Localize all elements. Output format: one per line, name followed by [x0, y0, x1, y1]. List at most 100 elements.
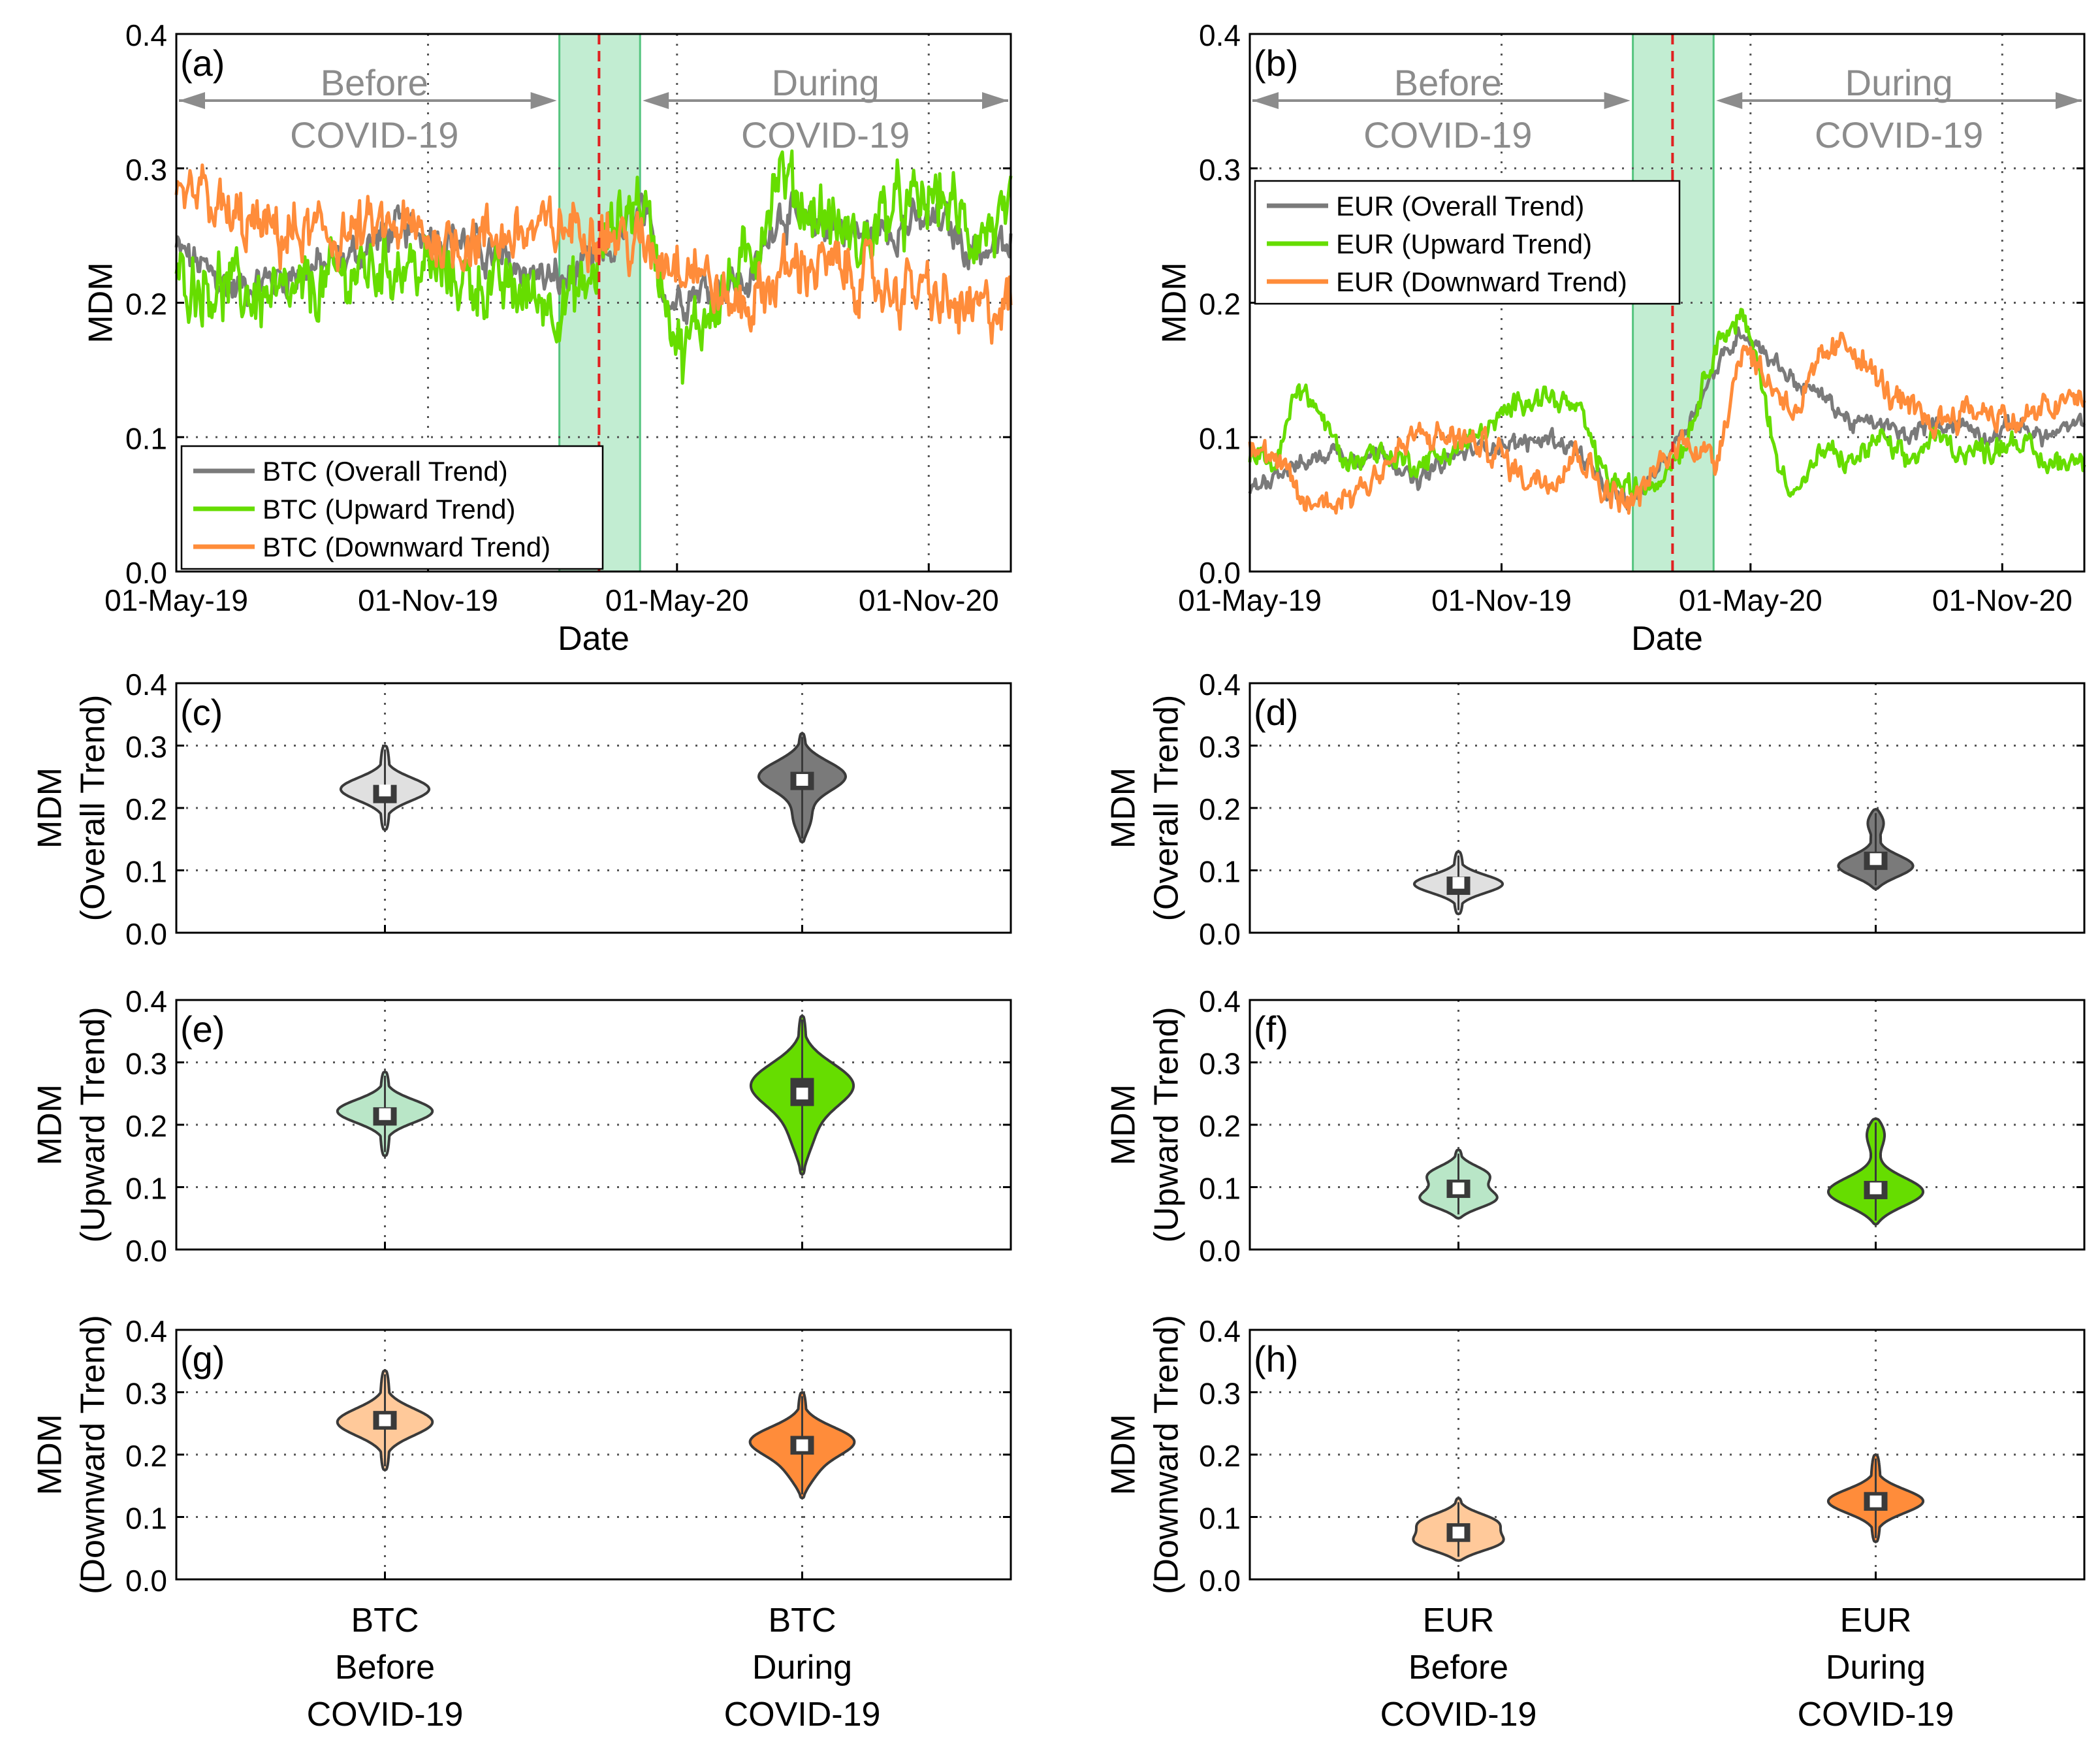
panel-b-ytick-label: 0.0	[1199, 556, 1241, 590]
panel-e-ytick-label: 0.4	[125, 984, 167, 1018]
panel-label: (b)	[1254, 42, 1298, 84]
category-line-1: BTC	[769, 1602, 836, 1639]
y-axis-label-2: (Overall Trend)	[1148, 695, 1186, 922]
y-axis-label-2: (Upward Trend)	[1148, 1007, 1186, 1242]
panel-c-ytick-label: 0.1	[125, 855, 167, 889]
during-arrow-head-left	[643, 92, 669, 109]
y-axis-label-2: (Downward Trend)	[1148, 1315, 1186, 1594]
plot-frame	[1249, 33, 2086, 573]
violin-median-before	[379, 784, 391, 797]
legend-label-overall: EUR (Overall Trend)	[1336, 191, 1584, 221]
panel-a-ytick-label: 0.0	[125, 556, 167, 590]
y-axis-label: MDM	[82, 262, 120, 343]
panel-f-ytick-label: 0.1	[1199, 1172, 1241, 1206]
panel-label: (e)	[180, 1008, 225, 1050]
panel-h: 0.0 0.1 0.2 0.3 0.4 (h) MDM (Downward Trend)	[1105, 1314, 2086, 1598]
panel-d-ytick-label: 0.4	[1199, 668, 1241, 702]
plot-frame	[175, 682, 1012, 934]
category-line-3: COVID-19	[1798, 1696, 1954, 1734]
violin-median-before	[1452, 877, 1465, 889]
y-axis-label-1: MDM	[1105, 1414, 1143, 1495]
category-label-right-0: EUR Before COVID-19	[1380, 1602, 1537, 1734]
category-line-2: During	[1826, 1649, 1926, 1686]
y-axis-label-2: (Upward Trend)	[74, 1007, 112, 1242]
panel-b: 0.0 0.1 0.2 0.3 0.4 01-May-19 01-Nov-19 01-May-…	[1156, 18, 2086, 658]
panel-label: (d)	[1254, 692, 1298, 733]
panel-d-ytick-label: 0.2	[1199, 792, 1241, 826]
plot-frame	[175, 999, 1012, 1251]
xtick-label: 01-Nov-19	[1431, 583, 1572, 617]
plot-frame	[1249, 999, 2086, 1251]
during-label-2: COVID-19	[1815, 114, 1983, 155]
violin-median-before	[379, 1108, 391, 1120]
category-line-1: EUR	[1840, 1602, 1912, 1639]
panel-g-ytick-label: 0.4	[125, 1314, 167, 1348]
legend-label-downward: EUR (Downward Trend)	[1336, 266, 1627, 297]
category-line-1: EUR	[1423, 1602, 1495, 1639]
category-line-1: BTC	[351, 1602, 419, 1639]
panel-f-ytick-label: 0.0	[1199, 1234, 1241, 1268]
series-line-downward	[174, 163, 1013, 345]
category-label-left-1: BTC During COVID-19	[724, 1602, 881, 1734]
plot-frame	[1249, 682, 2086, 934]
panel-h-ytick-label: 0.3	[1199, 1377, 1241, 1411]
panel-e-ytick-label: 0.0	[125, 1234, 167, 1268]
panel-g: 0.0 0.1 0.2 0.3 0.4 (g) MDM (Downward Trend)	[31, 1314, 1012, 1598]
before-label-1: Before	[321, 62, 428, 103]
violin-median-during	[796, 1088, 808, 1100]
before-label-2: COVID-19	[1363, 114, 1532, 155]
legend-label-upward: EUR (Upward Trend)	[1336, 229, 1592, 259]
violin-median-during	[1869, 853, 1882, 865]
panel-c: 0.0 0.1 0.2 0.3 0.4 (c) MDM (Overall Trend)	[31, 668, 1012, 951]
panel-a-ytick-label: 0.2	[125, 287, 167, 321]
panel-f-ytick-label: 0.4	[1199, 984, 1241, 1018]
category-line-3: COVID-19	[724, 1696, 881, 1734]
xtick-label: 01-May-19	[104, 583, 248, 617]
category-line-2: During	[752, 1649, 852, 1686]
x-axis-label: Date	[1631, 620, 1703, 658]
x-axis-label: Date	[558, 620, 629, 658]
plot-frame	[175, 33, 1012, 573]
legend-label-overall: BTC (Overall Trend)	[262, 456, 508, 487]
during-label-1: During	[772, 62, 880, 103]
violin-median-during	[1869, 1182, 1882, 1195]
panel-b-ytick-label: 0.1	[1199, 421, 1241, 455]
panel-f-ytick-label: 0.3	[1199, 1047, 1241, 1081]
before-label-2: COVID-19	[290, 114, 458, 155]
category-line-3: COVID-19	[1380, 1696, 1537, 1734]
panel-a-ytick-label: 0.1	[125, 421, 167, 455]
violin-median-before	[1452, 1526, 1465, 1539]
panel-d-ytick-label: 0.1	[1199, 855, 1241, 889]
panel-f-ytick-label: 0.2	[1199, 1109, 1241, 1143]
violin-median-during	[796, 774, 808, 786]
panel-d-ytick-label: 0.0	[1199, 917, 1241, 951]
legend-label-downward: BTC (Downward Trend)	[262, 532, 550, 562]
y-axis-label: MDM	[1156, 262, 1194, 343]
during-arrow-head-right	[982, 92, 1008, 109]
category-line-2: Before	[1408, 1649, 1508, 1686]
legend-label-upward: BTC (Upward Trend)	[262, 494, 515, 524]
panel-d: 0.0 0.1 0.2 0.3 0.4 (d) MDM (Overall Trend)	[1105, 668, 2086, 951]
category-line-2: Before	[335, 1649, 435, 1686]
y-axis-label-2: (Downward Trend)	[74, 1315, 112, 1594]
panel-h-ytick-label: 0.2	[1199, 1439, 1241, 1473]
panel-a-ytick-label: 0.3	[125, 153, 167, 187]
during-label-1: During	[1845, 62, 1953, 103]
xtick-label: 01-Nov-19	[358, 583, 498, 617]
panel-c-ytick-label: 0.3	[125, 730, 167, 764]
before-arrow-head-right	[530, 92, 557, 109]
panel-f: 0.0 0.1 0.2 0.3 0.4 (f) MDM (Upward Trend)	[1105, 984, 2086, 1268]
plot-frame	[1249, 1329, 2086, 1581]
during-arrow-head-right	[2056, 92, 2082, 109]
panel-e-ytick-label: 0.3	[125, 1047, 167, 1081]
panel-c-ytick-label: 0.2	[125, 792, 167, 826]
category-line-3: COVID-19	[307, 1696, 464, 1734]
panel-e-ytick-label: 0.1	[125, 1172, 167, 1206]
before-arrow-head-right	[1604, 92, 1631, 109]
y-axis-label-1: MDM	[31, 767, 69, 848]
before-label-1: Before	[1394, 62, 1502, 103]
panel-g-ytick-label: 0.0	[125, 1564, 167, 1598]
before-arrow-head-left	[179, 92, 205, 109]
y-axis-label-1: MDM	[1105, 767, 1143, 848]
xtick-label: 01-Nov-20	[1932, 583, 2073, 617]
